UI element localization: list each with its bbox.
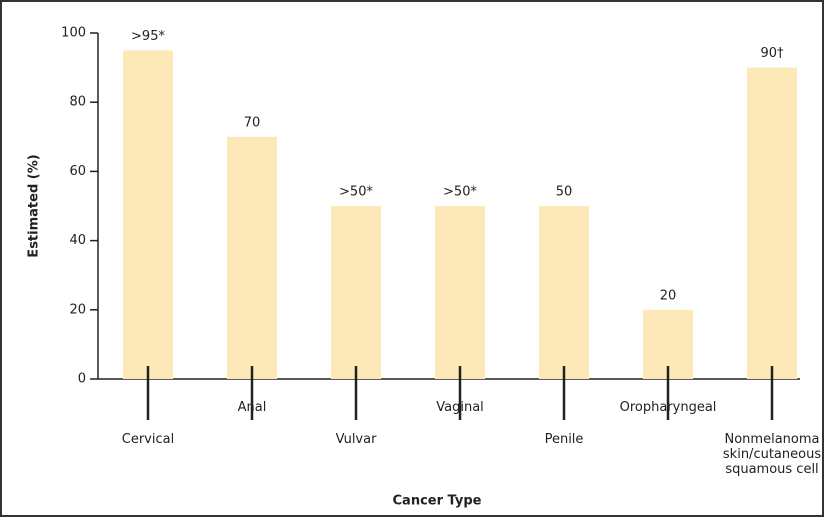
- value-label: >50*: [339, 185, 373, 200]
- x-tick-label: Oropharyngeal: [619, 400, 717, 415]
- bar: [435, 206, 485, 379]
- value-label: >95*: [131, 29, 165, 44]
- value-label: 50: [556, 185, 573, 200]
- bar: [227, 136, 277, 379]
- y-tick-label: 20: [69, 302, 86, 317]
- value-label: 90†: [760, 46, 784, 61]
- bar: [331, 206, 381, 379]
- value-label: 70: [244, 115, 261, 130]
- x-axis-label: Cancer Type: [393, 494, 482, 509]
- bar: [747, 67, 797, 379]
- y-axis-label: Estimated (%): [27, 154, 42, 257]
- x-tick-label: Cervical: [121, 432, 175, 447]
- x-tick-label: Nonmelanoma skin/cutaneous squamous cell: [722, 432, 822, 477]
- bar: [123, 50, 173, 380]
- x-tick-label: Vaginal: [436, 400, 484, 415]
- x-tick-label: Vulvar: [335, 432, 377, 447]
- y-tick-label: 40: [69, 233, 86, 248]
- x-tick-label: Penile: [544, 432, 584, 447]
- y-tick-label: 60: [69, 164, 86, 179]
- y-tick-label: 100: [61, 26, 86, 41]
- x-tick-label: Anal: [237, 400, 267, 415]
- y-tick-label: 0: [78, 372, 86, 387]
- bar: [539, 206, 589, 379]
- y-tick-label: 80: [69, 95, 86, 110]
- value-label: >50*: [443, 185, 477, 200]
- value-label: 20: [660, 288, 677, 303]
